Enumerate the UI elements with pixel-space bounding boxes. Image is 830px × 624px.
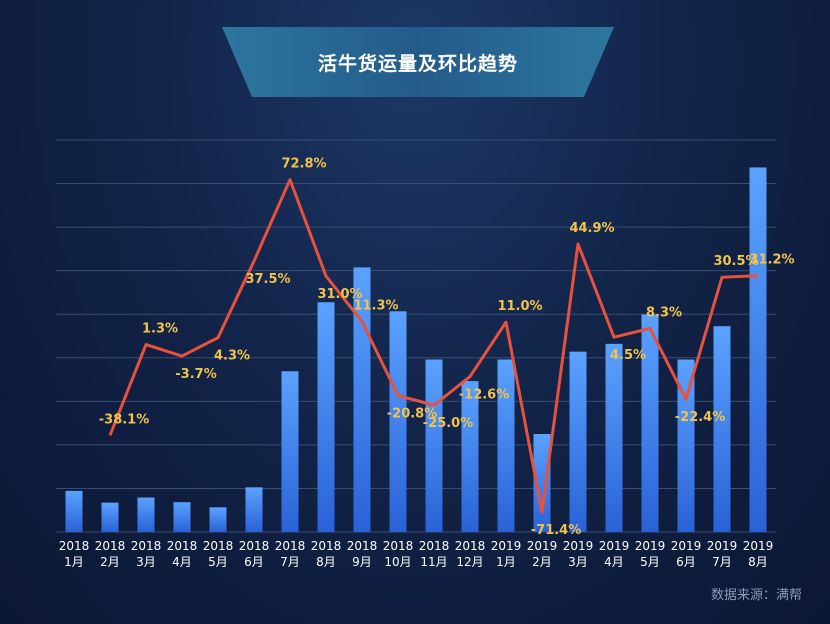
title-banner: 活牛货运量及环比趋势 bbox=[222, 27, 614, 97]
point-label: 72.8% bbox=[281, 157, 326, 172]
bar bbox=[749, 167, 767, 532]
mom-line bbox=[108, 178, 759, 514]
bar bbox=[173, 502, 191, 532]
point-label: -25.0% bbox=[423, 416, 474, 431]
bar bbox=[317, 302, 335, 532]
x-tick-label: 2019 bbox=[743, 539, 774, 553]
point-label: 8.3% bbox=[646, 305, 682, 320]
x-tick-label: 7月 bbox=[712, 555, 732, 569]
x-tick-label: 2019 bbox=[707, 539, 738, 553]
x-tick-label: 2019 bbox=[563, 539, 594, 553]
x-tick-label: 2018 bbox=[383, 539, 414, 553]
x-tick-label: 2月 bbox=[100, 555, 120, 569]
bar bbox=[137, 497, 155, 532]
x-tick-label: 2018 bbox=[347, 539, 378, 553]
bar bbox=[713, 326, 731, 532]
x-tick-label: 6月 bbox=[676, 555, 696, 569]
x-tick-label: 2018 bbox=[455, 539, 486, 553]
x-tick-label: 2019 bbox=[491, 539, 522, 553]
x-tick-label: 11月 bbox=[420, 555, 447, 569]
x-tick-label: 2019 bbox=[671, 539, 702, 553]
x-tick-label: 8月 bbox=[748, 555, 768, 569]
bar bbox=[425, 359, 443, 532]
x-axis-ticks: 2018 1月 2018 2月 2018 3月 2018 4月 2018 5月 2018 6月 2018… bbox=[59, 539, 774, 569]
bar bbox=[101, 502, 119, 532]
bar bbox=[677, 359, 695, 532]
point-label: -3.7% bbox=[175, 367, 216, 382]
point-label: 30.5% bbox=[713, 254, 758, 269]
x-tick-label: 4月 bbox=[604, 555, 624, 569]
x-tick-label: 1月 bbox=[64, 555, 84, 569]
bar bbox=[281, 371, 299, 532]
point-label: -71.4% bbox=[531, 523, 582, 538]
x-tick-label: 7月 bbox=[280, 555, 300, 569]
bar bbox=[569, 351, 587, 532]
x-tick-label: 10月 bbox=[384, 555, 411, 569]
point-label: 4.3% bbox=[214, 349, 250, 364]
x-tick-label: 2019 bbox=[527, 539, 558, 553]
x-tick-label: 2019 bbox=[599, 539, 630, 553]
point-label: -12.6% bbox=[459, 388, 510, 403]
point-label: -38.1% bbox=[99, 412, 150, 427]
source-note: 数据来源：满帮 bbox=[710, 588, 802, 603]
point-label: 4.5% bbox=[610, 348, 646, 363]
bar bbox=[389, 311, 407, 532]
point-label: 44.9% bbox=[569, 221, 614, 236]
bar bbox=[461, 381, 479, 532]
line-series bbox=[108, 178, 759, 514]
point-label: 11.3% bbox=[353, 298, 398, 313]
x-tick-label: 4月 bbox=[172, 555, 192, 569]
bar bbox=[533, 434, 551, 532]
x-tick-label: 2018 bbox=[239, 539, 270, 553]
x-tick-label: 8月 bbox=[316, 555, 336, 569]
bar bbox=[497, 359, 515, 532]
x-tick-label: 9月 bbox=[352, 555, 372, 569]
bar bbox=[605, 343, 623, 532]
bar bbox=[641, 314, 659, 532]
data-labels: -38.1% 1.3% -3.7% 4.3% 37.5% 72.8% 31.0%11.3% -… bbox=[99, 157, 795, 539]
bar bbox=[245, 487, 263, 532]
bar bbox=[65, 490, 83, 532]
chart-title: 活牛货运量及环比趋势 bbox=[317, 52, 518, 75]
point-label: 31.2% bbox=[749, 253, 794, 268]
x-tick-label: 5月 bbox=[208, 555, 228, 569]
point-label: -22.4% bbox=[675, 410, 726, 425]
x-tick-label: 2018 bbox=[311, 539, 342, 553]
x-tick-label: 2018 bbox=[167, 539, 198, 553]
x-tick-label: 2018 bbox=[203, 539, 234, 553]
x-tick-label: 2018 bbox=[59, 539, 90, 553]
point-label: 31.0% bbox=[317, 287, 362, 302]
x-tick-label: 3月 bbox=[568, 555, 588, 569]
x-tick-label: 2月 bbox=[532, 555, 552, 569]
x-tick-label: 1月 bbox=[496, 555, 516, 569]
x-tick-label: 12月 bbox=[456, 555, 483, 569]
x-tick-label: 2018 bbox=[131, 539, 162, 553]
title-banner-shape bbox=[222, 27, 614, 97]
bar bbox=[209, 507, 227, 532]
x-tick-label: 6月 bbox=[244, 555, 264, 569]
x-tick-label: 2018 bbox=[275, 539, 306, 553]
x-tick-label: 3月 bbox=[136, 555, 156, 569]
x-tick-label: 5月 bbox=[640, 555, 660, 569]
point-label: 11.0% bbox=[497, 299, 542, 314]
point-label: -20.8% bbox=[387, 406, 438, 421]
x-tick-label: 2019 bbox=[635, 539, 666, 553]
point-label: 37.5% bbox=[245, 272, 290, 287]
x-tick-label: 2018 bbox=[95, 539, 126, 553]
x-tick-label: 2018 bbox=[419, 539, 450, 553]
point-label: 1.3% bbox=[142, 322, 178, 337]
